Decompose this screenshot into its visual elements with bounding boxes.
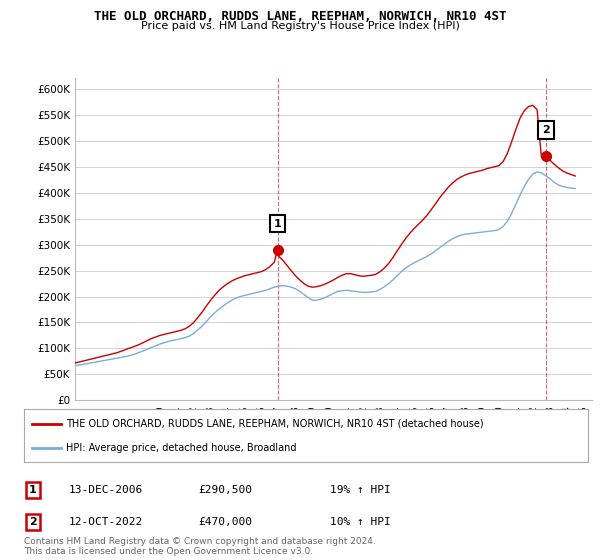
Text: THE OLD ORCHARD, RUDDS LANE, REEPHAM, NORWICH, NR10 4ST (detached house): THE OLD ORCHARD, RUDDS LANE, REEPHAM, NO… (66, 419, 484, 429)
Text: 13-DEC-2006: 13-DEC-2006 (69, 485, 143, 495)
Text: THE OLD ORCHARD, RUDDS LANE, REEPHAM, NORWICH, NR10 4ST: THE OLD ORCHARD, RUDDS LANE, REEPHAM, NO… (94, 10, 506, 23)
Text: £470,000: £470,000 (198, 517, 252, 527)
Text: 19% ↑ HPI: 19% ↑ HPI (330, 485, 391, 495)
Text: HPI: Average price, detached house, Broadland: HPI: Average price, detached house, Broa… (66, 443, 297, 453)
Text: 1: 1 (29, 485, 37, 495)
Text: £290,500: £290,500 (198, 485, 252, 495)
Text: 1: 1 (274, 218, 281, 228)
Text: 10% ↑ HPI: 10% ↑ HPI (330, 517, 391, 527)
Text: Price paid vs. HM Land Registry's House Price Index (HPI): Price paid vs. HM Land Registry's House … (140, 21, 460, 31)
Text: Contains HM Land Registry data © Crown copyright and database right 2024.
This d: Contains HM Land Registry data © Crown c… (24, 536, 376, 556)
Text: 2: 2 (542, 125, 550, 136)
Text: 12-OCT-2022: 12-OCT-2022 (69, 517, 143, 527)
Text: 2: 2 (29, 517, 37, 527)
